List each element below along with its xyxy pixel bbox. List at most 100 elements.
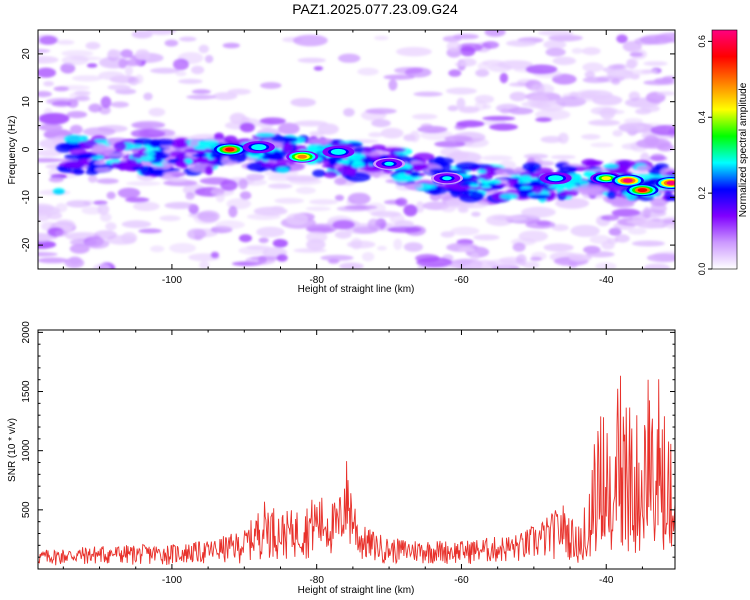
ridge-blob [69, 148, 87, 156]
noise-blob [93, 263, 111, 269]
spectrogram-peaks [213, 141, 675, 197]
noise-blob [305, 206, 331, 212]
noise-blob [481, 155, 513, 161]
x-tick-label: -60 [454, 275, 469, 286]
noise-blob [343, 108, 355, 117]
noise-blob [72, 75, 103, 82]
ridge-core-blob [268, 154, 285, 160]
noise-blob [489, 123, 518, 131]
y-tick-label: 2000 [21, 321, 32, 344]
noise-blob [629, 52, 644, 57]
noise-blob [68, 256, 82, 265]
noise-blob [85, 41, 101, 50]
noise-blob [630, 73, 640, 80]
noise-blob [38, 157, 64, 163]
noise-blob [159, 215, 181, 222]
noise-blob [622, 41, 642, 52]
ridge-blob [64, 153, 86, 161]
ridge-blob [559, 189, 579, 197]
snr-frame [37, 329, 676, 570]
peak [242, 141, 275, 154]
noise-blob [199, 261, 210, 269]
ridge-blob [470, 191, 485, 201]
noise-blob [238, 178, 248, 190]
noise-blob [288, 177, 322, 185]
noise-blob [43, 81, 54, 87]
noise-blob [246, 173, 265, 181]
x-tick-label: -40 [599, 275, 614, 286]
noise-blob [258, 237, 269, 244]
noise-blob [245, 256, 276, 265]
noise-blob [74, 95, 91, 102]
colorbar-tick-label: 0.6 [697, 35, 707, 48]
ridge-blob [283, 143, 293, 153]
noise-blob [499, 72, 509, 84]
noise-blob [135, 74, 144, 84]
noise-blob [85, 238, 110, 249]
ridge-blob [276, 166, 290, 173]
noise-blob [584, 71, 595, 79]
x-tick-label: -80 [309, 275, 324, 286]
x-tick-label: -100 [162, 275, 182, 286]
noise-blob [267, 175, 296, 182]
noise-blob [120, 49, 133, 59]
ridge-blob [636, 165, 652, 172]
snr-y-ticks: 500 1000 1500 2000 [21, 321, 675, 558]
noise-blob [117, 187, 141, 199]
noise-blob [523, 153, 549, 159]
ridge-core-blob [353, 160, 362, 164]
noise-blob [270, 205, 285, 211]
noise-blob [66, 111, 88, 119]
noise-blob [38, 48, 51, 53]
noise-blob [611, 78, 621, 85]
peak [655, 177, 675, 189]
peak-contour [253, 145, 264, 150]
noise-blob [130, 128, 165, 139]
ridge-blob [72, 168, 85, 175]
noise-blob [175, 70, 187, 77]
noise-blob [66, 200, 91, 208]
ridge-blob [95, 167, 111, 172]
noise-blob [457, 43, 483, 52]
ridge-core-blob [210, 153, 222, 159]
noise-blob [380, 127, 404, 139]
noise-blob [552, 56, 576, 66]
noise-blob [393, 238, 403, 250]
noise-blob [368, 132, 383, 138]
peak [431, 172, 463, 185]
noise-blob [640, 105, 660, 113]
noise-blob [508, 82, 532, 87]
noise-blob [470, 252, 480, 261]
ridge-blob [94, 160, 106, 166]
noise-blob [615, 234, 630, 243]
noise-blob [649, 155, 668, 162]
noise-blob [581, 134, 601, 140]
peak-contour [623, 178, 633, 183]
noise-blob [404, 67, 432, 78]
noise-blob [138, 228, 162, 234]
noise-blob [455, 123, 468, 130]
noise-blob [334, 177, 347, 186]
noise-blob [121, 220, 152, 229]
noise-blob [643, 80, 675, 86]
noise-blob [450, 226, 480, 236]
peak-contour [637, 188, 648, 193]
ridge-blob [255, 133, 275, 138]
ridge-core-blob [469, 183, 480, 187]
ridge-core-blob [201, 157, 209, 161]
ridge-blob [62, 160, 86, 169]
noise-blob [239, 191, 252, 200]
noise-blob [522, 261, 540, 269]
ridge-core-blob [555, 183, 573, 189]
noise-blob [169, 243, 197, 254]
noise-blob [220, 179, 238, 191]
ridge-blob [214, 132, 225, 141]
noise-blob [482, 104, 492, 110]
noise-blob [259, 117, 286, 125]
noise-blob [459, 58, 477, 67]
noise-blob [336, 205, 371, 212]
ridge-blob [150, 139, 177, 146]
colorbar-frame [711, 29, 738, 270]
noise-blob [256, 226, 285, 238]
